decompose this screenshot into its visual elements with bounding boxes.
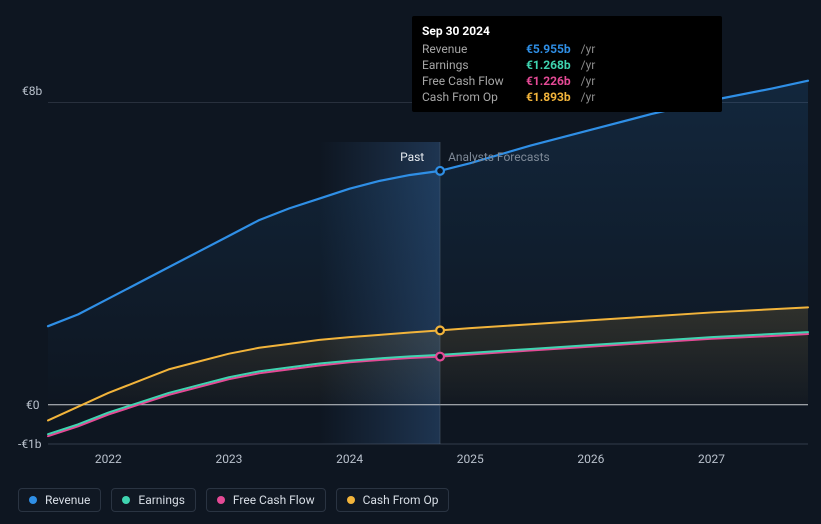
legend-dot-icon (29, 496, 37, 504)
legend-item-free-cash-flow[interactable]: Free Cash Flow (206, 488, 326, 512)
legend-dot-icon (122, 496, 130, 504)
legend-label: Cash From Op (363, 493, 439, 507)
y-axis-label: -€1b (18, 437, 42, 451)
tooltip-value: €1.226b (526, 74, 571, 88)
tooltip-unit: /yr (581, 90, 596, 104)
tooltip-label: Earnings (422, 58, 518, 72)
legend-label: Revenue (45, 493, 90, 507)
tooltip-row-revenue: Revenue €5.955b /yr (422, 42, 712, 56)
y-axis-label: €8b (22, 84, 42, 98)
financial-chart: €8b €0 -€1b 2022 2023 2024 2025 2026 202… (0, 0, 821, 524)
x-axis-label: 2022 (95, 452, 122, 466)
legend-item-revenue[interactable]: Revenue (18, 488, 101, 512)
tooltip-label: Revenue (422, 42, 518, 56)
tooltip-date: Sep 30 2024 (422, 24, 712, 38)
legend-label: Free Cash Flow (233, 493, 315, 507)
chart-tooltip: Sep 30 2024 Revenue €5.955b /yr Earnings… (412, 16, 722, 112)
x-axis-label: 2023 (215, 452, 242, 466)
past-label: Past (400, 150, 424, 164)
legend-item-earnings[interactable]: Earnings (111, 488, 196, 512)
legend-dot-icon (347, 496, 355, 504)
x-axis-label: 2024 (336, 452, 363, 466)
tooltip-unit: /yr (581, 42, 596, 56)
tooltip-label: Cash From Op (422, 90, 518, 104)
tooltip-value: €1.893b (526, 90, 571, 104)
tooltip-value: €1.268b (526, 58, 571, 72)
tooltip-unit: /yr (581, 58, 596, 72)
x-axis-label: 2027 (698, 452, 725, 466)
forecast-label: Analysts Forecasts (448, 150, 550, 164)
tooltip-unit: /yr (581, 74, 596, 88)
legend-item-cash-from-op[interactable]: Cash From Op (336, 488, 450, 512)
x-axis-label: 2026 (577, 452, 604, 466)
chart-legend: Revenue Earnings Free Cash Flow Cash Fro… (18, 488, 449, 512)
tooltip-row-earnings: Earnings €1.268b /yr (422, 58, 712, 72)
x-axis-label: 2025 (457, 452, 484, 466)
tooltip-row-free-cash-flow: Free Cash Flow €1.226b /yr (422, 74, 712, 88)
legend-dot-icon (217, 496, 225, 504)
tooltip-row-cash-from-op: Cash From Op €1.893b /yr (422, 90, 712, 104)
y-axis-label: €0 (26, 398, 40, 412)
tooltip-label: Free Cash Flow (422, 74, 518, 88)
legend-label: Earnings (138, 493, 185, 507)
tooltip-value: €5.955b (526, 42, 571, 56)
